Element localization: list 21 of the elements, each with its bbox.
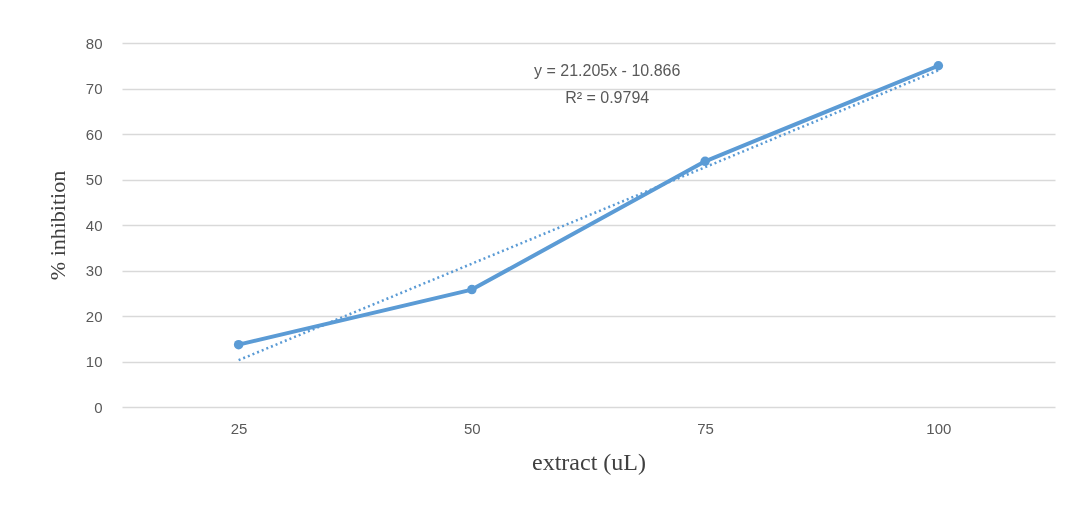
y-tick-label: 70 — [85, 80, 103, 97]
point — [467, 284, 477, 295]
y-tick-label: 20 — [85, 307, 103, 325]
y-tick-label: 50 — [85, 171, 103, 188]
point — [933, 61, 944, 71]
x-axis-title: extract (uL) — [532, 448, 646, 475]
x-tick-label: 75 — [697, 419, 714, 437]
y-tick-label: 10 — [85, 353, 103, 370]
annotation: R² = 0.9794 — [565, 89, 650, 106]
y-tick-label: 60 — [85, 125, 103, 143]
y-tick-label: 40 — [85, 216, 103, 234]
annotation: y = 21.205x - 10.866 — [534, 62, 681, 79]
point — [233, 339, 244, 350]
x-tick-label: 50 — [464, 419, 481, 437]
x-tick-label: 25 — [230, 419, 248, 437]
y-tick-label: 30 — [85, 262, 103, 279]
y-tick-label: 0 — [94, 398, 103, 416]
y-axis-title: % inhibition — [44, 170, 70, 281]
point — [700, 156, 710, 167]
x-tick-label: 100 — [926, 419, 952, 437]
y-tick-label: 80 — [85, 34, 103, 52]
